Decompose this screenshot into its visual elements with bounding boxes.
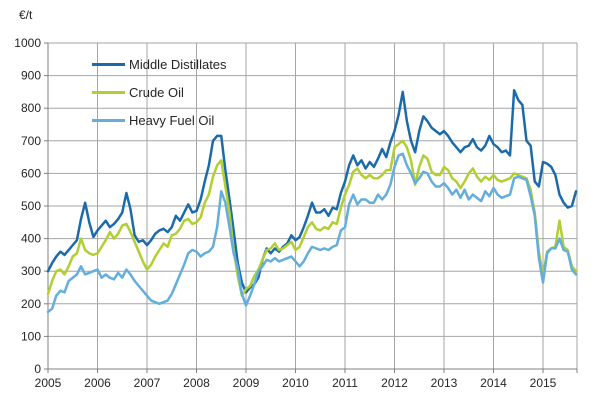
y-tick-label: 1000 [14, 36, 41, 50]
y-tick-label: 900 [21, 69, 41, 83]
y-tick-label: 200 [21, 297, 41, 311]
x-tick-label: 2014 [480, 376, 507, 390]
x-gridlines [47, 43, 578, 373]
x-tick-label: 2005 [35, 376, 62, 390]
x-tick-label: 2007 [134, 376, 161, 390]
legend-label-crude-oil: Crude Oil [129, 84, 184, 100]
y-tick-label: 300 [21, 264, 41, 278]
y-tick-label: 600 [21, 166, 41, 180]
series-line-crude-oil [46, 139, 578, 297]
legend-line-swatch-crude-oil [92, 90, 125, 94]
y-tick-labels: 0 100 200 300 400 500 600 700 800 900 1000 [14, 36, 41, 376]
y-tick-label: 800 [21, 101, 41, 115]
x-tick-label: 2013 [431, 376, 458, 390]
y-tick-label: 400 [21, 232, 41, 246]
legend-line-swatch-middle-distillates [92, 62, 125, 66]
legend-label-heavy-fuel-oil: Heavy Fuel Oil [129, 112, 215, 128]
legend-line-swatch-heavy-fuel-oil [92, 118, 125, 122]
x-tick-label: 2006 [84, 376, 111, 390]
y-tick-label: 0 [34, 362, 41, 376]
x-tick-label: 2010 [282, 376, 309, 390]
y-axis-unit-label: €/t [19, 8, 33, 22]
legend-item-crude-oil: Crude Oil [92, 78, 227, 106]
series-line-heavy-fuel-oil [46, 152, 578, 314]
y-tick-label: 100 [21, 329, 41, 343]
x-tick-label: 2009 [233, 376, 260, 390]
legend-label-middle-distillates: Middle Distillates [129, 56, 227, 72]
y-tick-label: 500 [21, 199, 41, 213]
series-line-middle-distillates [46, 89, 578, 294]
y-tick-label: 700 [21, 134, 41, 148]
x-tick-labels: 2005 2006 2007 2008 2009 2010 2011 2012 2013 2014… [35, 376, 557, 390]
x-tick-label: 2015 [530, 376, 557, 390]
legend: Middle Distillates Crude Oil Heavy Fuel … [92, 50, 227, 134]
x-tick-label: 2012 [381, 376, 408, 390]
x-tick-label: 2008 [183, 376, 210, 390]
legend-item-heavy-fuel-oil: Heavy Fuel Oil [92, 106, 227, 134]
legend-item-middle-distillates: Middle Distillates [92, 50, 227, 78]
x-tick-label: 2011 [332, 376, 358, 390]
